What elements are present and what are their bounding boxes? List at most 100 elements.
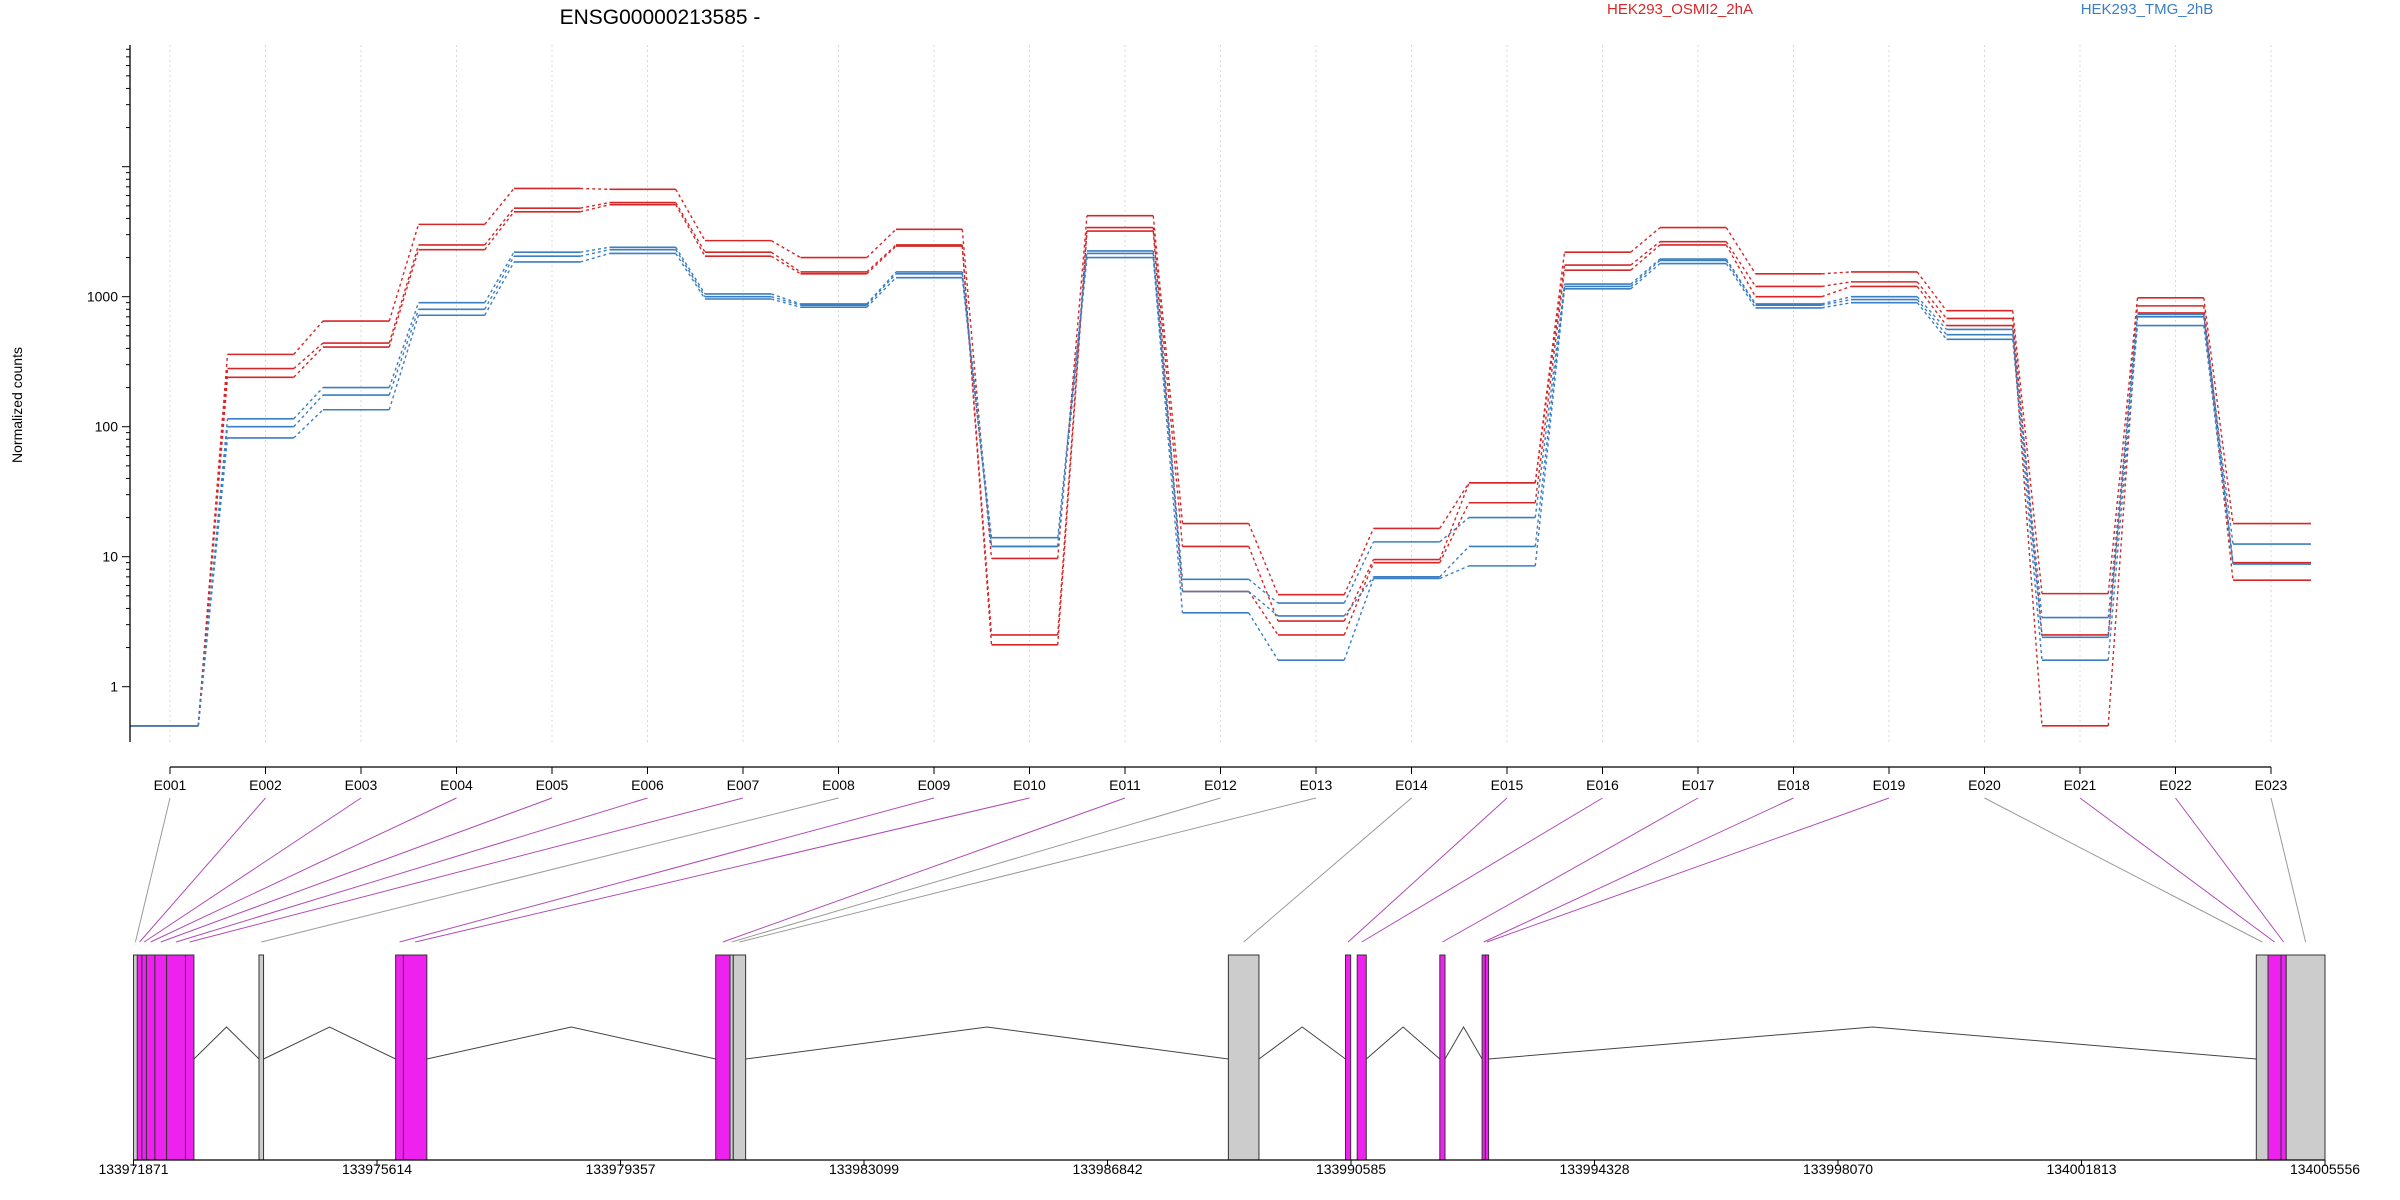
exon-bin-E011: [715, 954, 731, 1161]
y-tick-label: 10: [102, 549, 118, 565]
exon-bin-E001: [133, 954, 138, 1161]
x-tick-label-E011: E011: [1109, 777, 1141, 793]
x-tick-label-E010: E010: [1013, 777, 1046, 793]
series-transitions: [197, 248, 2234, 726]
exon-bin-E015: [1344, 954, 1352, 1161]
intron-2: [263, 1026, 396, 1060]
x-tick-label-E022: E022: [2159, 777, 2192, 793]
exon-connector-lines: [134, 797, 2307, 943]
x-tick-label-E006: E006: [631, 777, 664, 793]
genomic-tick-label: 133994328: [1559, 1161, 1629, 1177]
x-tick-label-E001: E001: [154, 777, 187, 793]
connector-E001: [134, 797, 171, 943]
intron-3: [426, 1026, 716, 1060]
series-transitions: [197, 246, 2234, 726]
genomic-tick-label: 133975614: [342, 1161, 412, 1177]
intron-1: [193, 1026, 260, 1060]
exon-bin-E021: [2267, 954, 2282, 1161]
legend-entry-tmg: HEK293_TMG_2hB: [2081, 1, 2214, 18]
x-tick-label-E017: E017: [1682, 777, 1715, 793]
connector-E005: [160, 797, 553, 943]
connector-E012: [731, 797, 1221, 943]
exon-bin-E009: [395, 954, 404, 1161]
connector-E022: [2175, 797, 2285, 943]
genomic-tick-label: 134001813: [2046, 1161, 2116, 1177]
connector-E017: [1442, 797, 1699, 943]
x-tick-label-E009: E009: [918, 777, 951, 793]
series-transitions: [197, 204, 2234, 726]
genomic-tick-label: 133990585: [1316, 1161, 1386, 1177]
x-tick-label-E021: E021: [2064, 777, 2097, 793]
y-tick-label: 1000: [87, 289, 118, 305]
intron-8: [1488, 1026, 2257, 1060]
x-tick-label-E007: E007: [727, 777, 760, 793]
plot-axes: 1 10 100 1000 E001 E002 E003 E004 E005 E006 E007 E0…: [87, 45, 2288, 793]
exon-bin-E014: [1227, 954, 1260, 1161]
intron-5: [1258, 1026, 1346, 1060]
series-osmi2-2: [130, 203, 2311, 727]
x-tick-label-E002: E002: [249, 777, 282, 793]
x-tick-label-E005: E005: [536, 777, 569, 793]
exon-bin-E002: [136, 954, 143, 1161]
exon-bin-E007: [184, 954, 195, 1161]
exon-bin-E013: [732, 954, 747, 1161]
connector-E019: [1486, 797, 1890, 943]
connector-E015: [1347, 797, 1508, 943]
intron-4: [745, 1026, 1229, 1060]
genomic-tick-label: 133983099: [829, 1161, 899, 1177]
genomic-tick-label: 133979357: [585, 1161, 655, 1177]
connector-E020: [1984, 797, 2263, 943]
exon-bin-E020: [2255, 954, 2269, 1161]
intron-6: [1365, 1026, 1441, 1060]
genomic-tick-label: 133971871: [98, 1161, 168, 1177]
exon-bin-E019: [1484, 954, 1490, 1161]
x-tick-label-E014: E014: [1395, 777, 1428, 793]
x-tick-label-E019: E019: [1873, 777, 1906, 793]
exon-bin-E017: [1439, 954, 1446, 1161]
x-tick-label-E016: E016: [1586, 777, 1619, 793]
connector-E006: [175, 797, 648, 943]
series-steps: [130, 252, 2311, 727]
exon-bin-E010: [402, 954, 428, 1161]
chart-title: ENSG00000213585 -: [560, 6, 761, 29]
intron-7: [1444, 1026, 1483, 1060]
y-axis-label: Normalized counts: [9, 347, 25, 463]
exon-bin-E004: [145, 954, 156, 1161]
exon-bin-E023: [2285, 954, 2326, 1161]
series-lines: [130, 187, 2311, 727]
x-tick-label-E008: E008: [822, 777, 855, 793]
connector-E008: [261, 797, 839, 943]
series-transitions: [197, 252, 2234, 726]
grid-lines: [169, 45, 2272, 742]
connector-E002: [139, 797, 266, 943]
connector-E011: [722, 797, 1126, 943]
x-tick-label-E004: E004: [440, 777, 473, 793]
connector-E009: [399, 797, 935, 943]
exon-bin-E022: [2280, 954, 2287, 1161]
connector-E021: [2079, 797, 2275, 943]
connector-E016: [1361, 797, 1603, 943]
x-tick-label-E012: E012: [1204, 777, 1237, 793]
connector-E014: [1243, 797, 1412, 943]
connector-E007: [189, 797, 744, 943]
connector-E010: [415, 797, 1030, 943]
connector-E018: [1483, 797, 1794, 943]
x-tick-label-E023: E023: [2255, 777, 2288, 793]
legend-entry-osmi2: HEK293_OSMI2_2hA: [1607, 1, 1753, 18]
genomic-tick-label: 133998070: [1803, 1161, 1873, 1177]
series-transitions: [197, 201, 2234, 726]
x-tick-label-E003: E003: [345, 777, 378, 793]
x-tick-label-E015: E015: [1491, 777, 1524, 793]
exon-bin-E006: [166, 954, 186, 1161]
series-tmg-5: [130, 252, 2311, 727]
connector-E013: [739, 797, 1317, 943]
x-tick-label-E013: E013: [1300, 777, 1333, 793]
exon-bin-E003: [141, 954, 147, 1161]
exon-bin-E005: [154, 954, 168, 1161]
connector-E004: [150, 797, 457, 943]
x-tick-label-E018: E018: [1777, 777, 1810, 793]
y-tick-label: 1: [110, 679, 118, 695]
genomic-tick-label: 134005556: [2290, 1161, 2360, 1177]
connector-E023: [2270, 797, 2307, 943]
